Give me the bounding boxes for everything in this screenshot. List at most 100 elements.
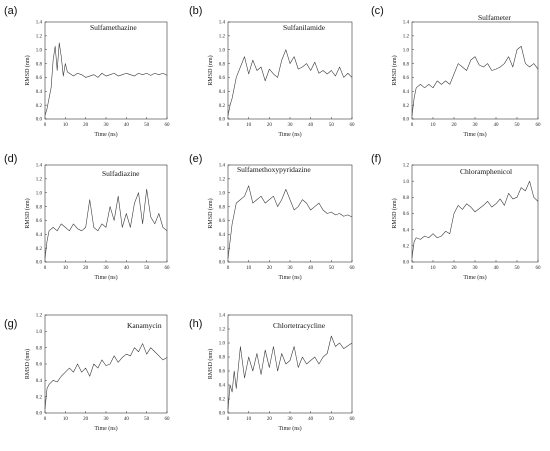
x-axis-label: Time (ns) <box>463 131 486 138</box>
plot-frame <box>44 164 168 263</box>
rmsd-line <box>44 42 168 116</box>
x-tick-label: 20 <box>83 417 89 422</box>
x-tick-label: 0 <box>227 123 230 128</box>
x-tick-label: 50 <box>144 123 150 128</box>
x-axis-label: Time (ns) <box>278 131 301 138</box>
chart-panel: (f) Chloramphenicol 0.0 0.2 0.4 0.6 0.8 1.0 1.2 0… <box>371 153 541 281</box>
plot-frame <box>44 21 168 120</box>
y-tick-label: 1.2 <box>36 35 43 40</box>
chart-title: Sulfamethoxypyridazine <box>237 165 311 174</box>
x-tick-label: 0 <box>411 123 414 128</box>
y-tick-label: 0.8 <box>219 356 226 361</box>
x-tick-label: 0 <box>227 417 230 422</box>
y-tick-label: 0.6 <box>219 76 226 81</box>
x-axis-label: Time (ns) <box>94 425 117 432</box>
chart-title: Sulfadiazine <box>102 169 140 178</box>
x-tick-label: 20 <box>267 417 273 422</box>
y-tick-label: 0.6 <box>36 76 43 81</box>
y-tick-label: 1.4 <box>36 164 43 169</box>
y-tick-label: 0.0 <box>36 412 43 417</box>
chart-title: Kanamycin <box>127 321 162 330</box>
x-tick-label: 40 <box>494 123 500 128</box>
x-axis-label: Time (ns) <box>463 274 486 281</box>
chart-title: Chloramphenicol <box>460 167 512 176</box>
x-tick-label: 30 <box>473 123 479 128</box>
y-tick-label: 0.6 <box>219 370 226 375</box>
y-tick-label: 0.4 <box>36 90 43 95</box>
y-tick-label: 0.6 <box>403 76 410 81</box>
panel-letter: (h) <box>189 318 202 330</box>
y-tick-label: 1.4 <box>219 164 226 169</box>
y-tick-label: 1.2 <box>36 314 43 319</box>
x-tick-label: 10 <box>63 123 69 128</box>
y-tick-label: 0.0 <box>219 412 226 417</box>
rmsd-line <box>411 45 539 116</box>
y-tick-label: 0.2 <box>403 104 410 109</box>
y-axis-label: RMSD (nm) <box>207 198 214 228</box>
x-tick-label: 40 <box>494 266 500 271</box>
x-tick-label: 0 <box>411 266 414 271</box>
x-tick-label: 60 <box>536 123 542 128</box>
y-tick-label: 0.4 <box>219 384 226 389</box>
y-tick-label: 1.2 <box>403 35 410 40</box>
y-tick-label: 0.6 <box>219 219 226 224</box>
panel-letter: (g) <box>4 318 17 330</box>
rmsd-line <box>44 343 168 409</box>
x-tick-label: 60 <box>350 417 356 422</box>
y-tick-label: 0.4 <box>36 233 43 238</box>
x-tick-label: 30 <box>288 417 294 422</box>
chart-panel: (d) Sulfadiazine 0.0 0.2 0.4 0.6 0.8 1.0 1.2 1.4 0… <box>4 153 170 281</box>
plot-frame <box>227 21 353 120</box>
y-tick-label: 0.8 <box>403 62 410 67</box>
y-tick-label: 0.6 <box>36 219 43 224</box>
y-tick-label: 1.4 <box>219 314 226 319</box>
x-tick-label: 40 <box>308 266 314 271</box>
x-tick-label: 0 <box>44 123 47 128</box>
y-axis-label: RMSD (nm) <box>24 349 31 379</box>
x-tick-label: 10 <box>246 266 252 271</box>
chart-title: Sulfanilamide <box>283 23 326 32</box>
plot-frame <box>411 21 539 120</box>
chart-panel: (e) Sulfamethoxypyridazine 0.0 0.2 0.4 0.6 0.8… <box>189 153 355 281</box>
y-tick-label: 1.4 <box>219 21 226 26</box>
plot-frame <box>411 164 539 263</box>
x-tick-label: 60 <box>165 123 171 128</box>
rmsd-line <box>227 335 353 410</box>
x-tick-label: 10 <box>431 266 437 271</box>
y-axis-label: RMSD (nm) <box>391 55 398 85</box>
x-axis-label: Time (ns) <box>278 425 301 432</box>
chart-title: Chlortetracycline <box>273 321 326 330</box>
y-axis-label: RMSD (nm) <box>24 198 31 228</box>
y-tick-label: 0.2 <box>36 247 43 252</box>
x-tick-label: 30 <box>104 417 110 422</box>
x-tick-label: 0 <box>227 266 230 271</box>
x-axis-label: Time (ns) <box>278 274 301 281</box>
y-tick-label: 1.4 <box>403 21 410 26</box>
x-tick-label: 30 <box>288 123 294 128</box>
chart-panel: (a) Sulfamethazine 0.0 0.2 0.4 0.6 0.8 1.0 1.2 1.… <box>4 5 170 138</box>
x-tick-label: 10 <box>431 123 437 128</box>
y-tick-label: 0.6 <box>36 363 43 368</box>
y-tick-label: 0.4 <box>403 90 410 95</box>
x-axis-label: Time (ns) <box>94 274 117 281</box>
x-tick-label: 10 <box>246 417 252 422</box>
x-tick-label: 40 <box>124 266 130 271</box>
y-tick-label: 0.4 <box>219 90 226 95</box>
chart-panel: (b) Sulfanilamide 0.0 0.2 0.4 0.6 0.8 1.0 1.2 1.4… <box>189 5 355 138</box>
x-tick-label: 10 <box>63 266 69 271</box>
y-tick-label: 1.2 <box>219 35 226 40</box>
y-tick-label: 0.0 <box>36 118 43 123</box>
y-tick-label: 1.0 <box>219 48 226 53</box>
y-tick-label: 0.2 <box>219 247 226 252</box>
x-tick-label: 0 <box>44 417 47 422</box>
x-tick-label: 20 <box>83 266 89 271</box>
x-tick-label: 60 <box>350 266 356 271</box>
rmsd-line <box>411 180 539 258</box>
x-tick-label: 50 <box>515 266 521 271</box>
y-tick-label: 0.8 <box>36 62 43 67</box>
panel-letter: (a) <box>4 5 17 17</box>
x-tick-label: 40 <box>124 417 130 422</box>
x-tick-label: 20 <box>452 266 458 271</box>
x-tick-label: 0 <box>44 266 47 271</box>
